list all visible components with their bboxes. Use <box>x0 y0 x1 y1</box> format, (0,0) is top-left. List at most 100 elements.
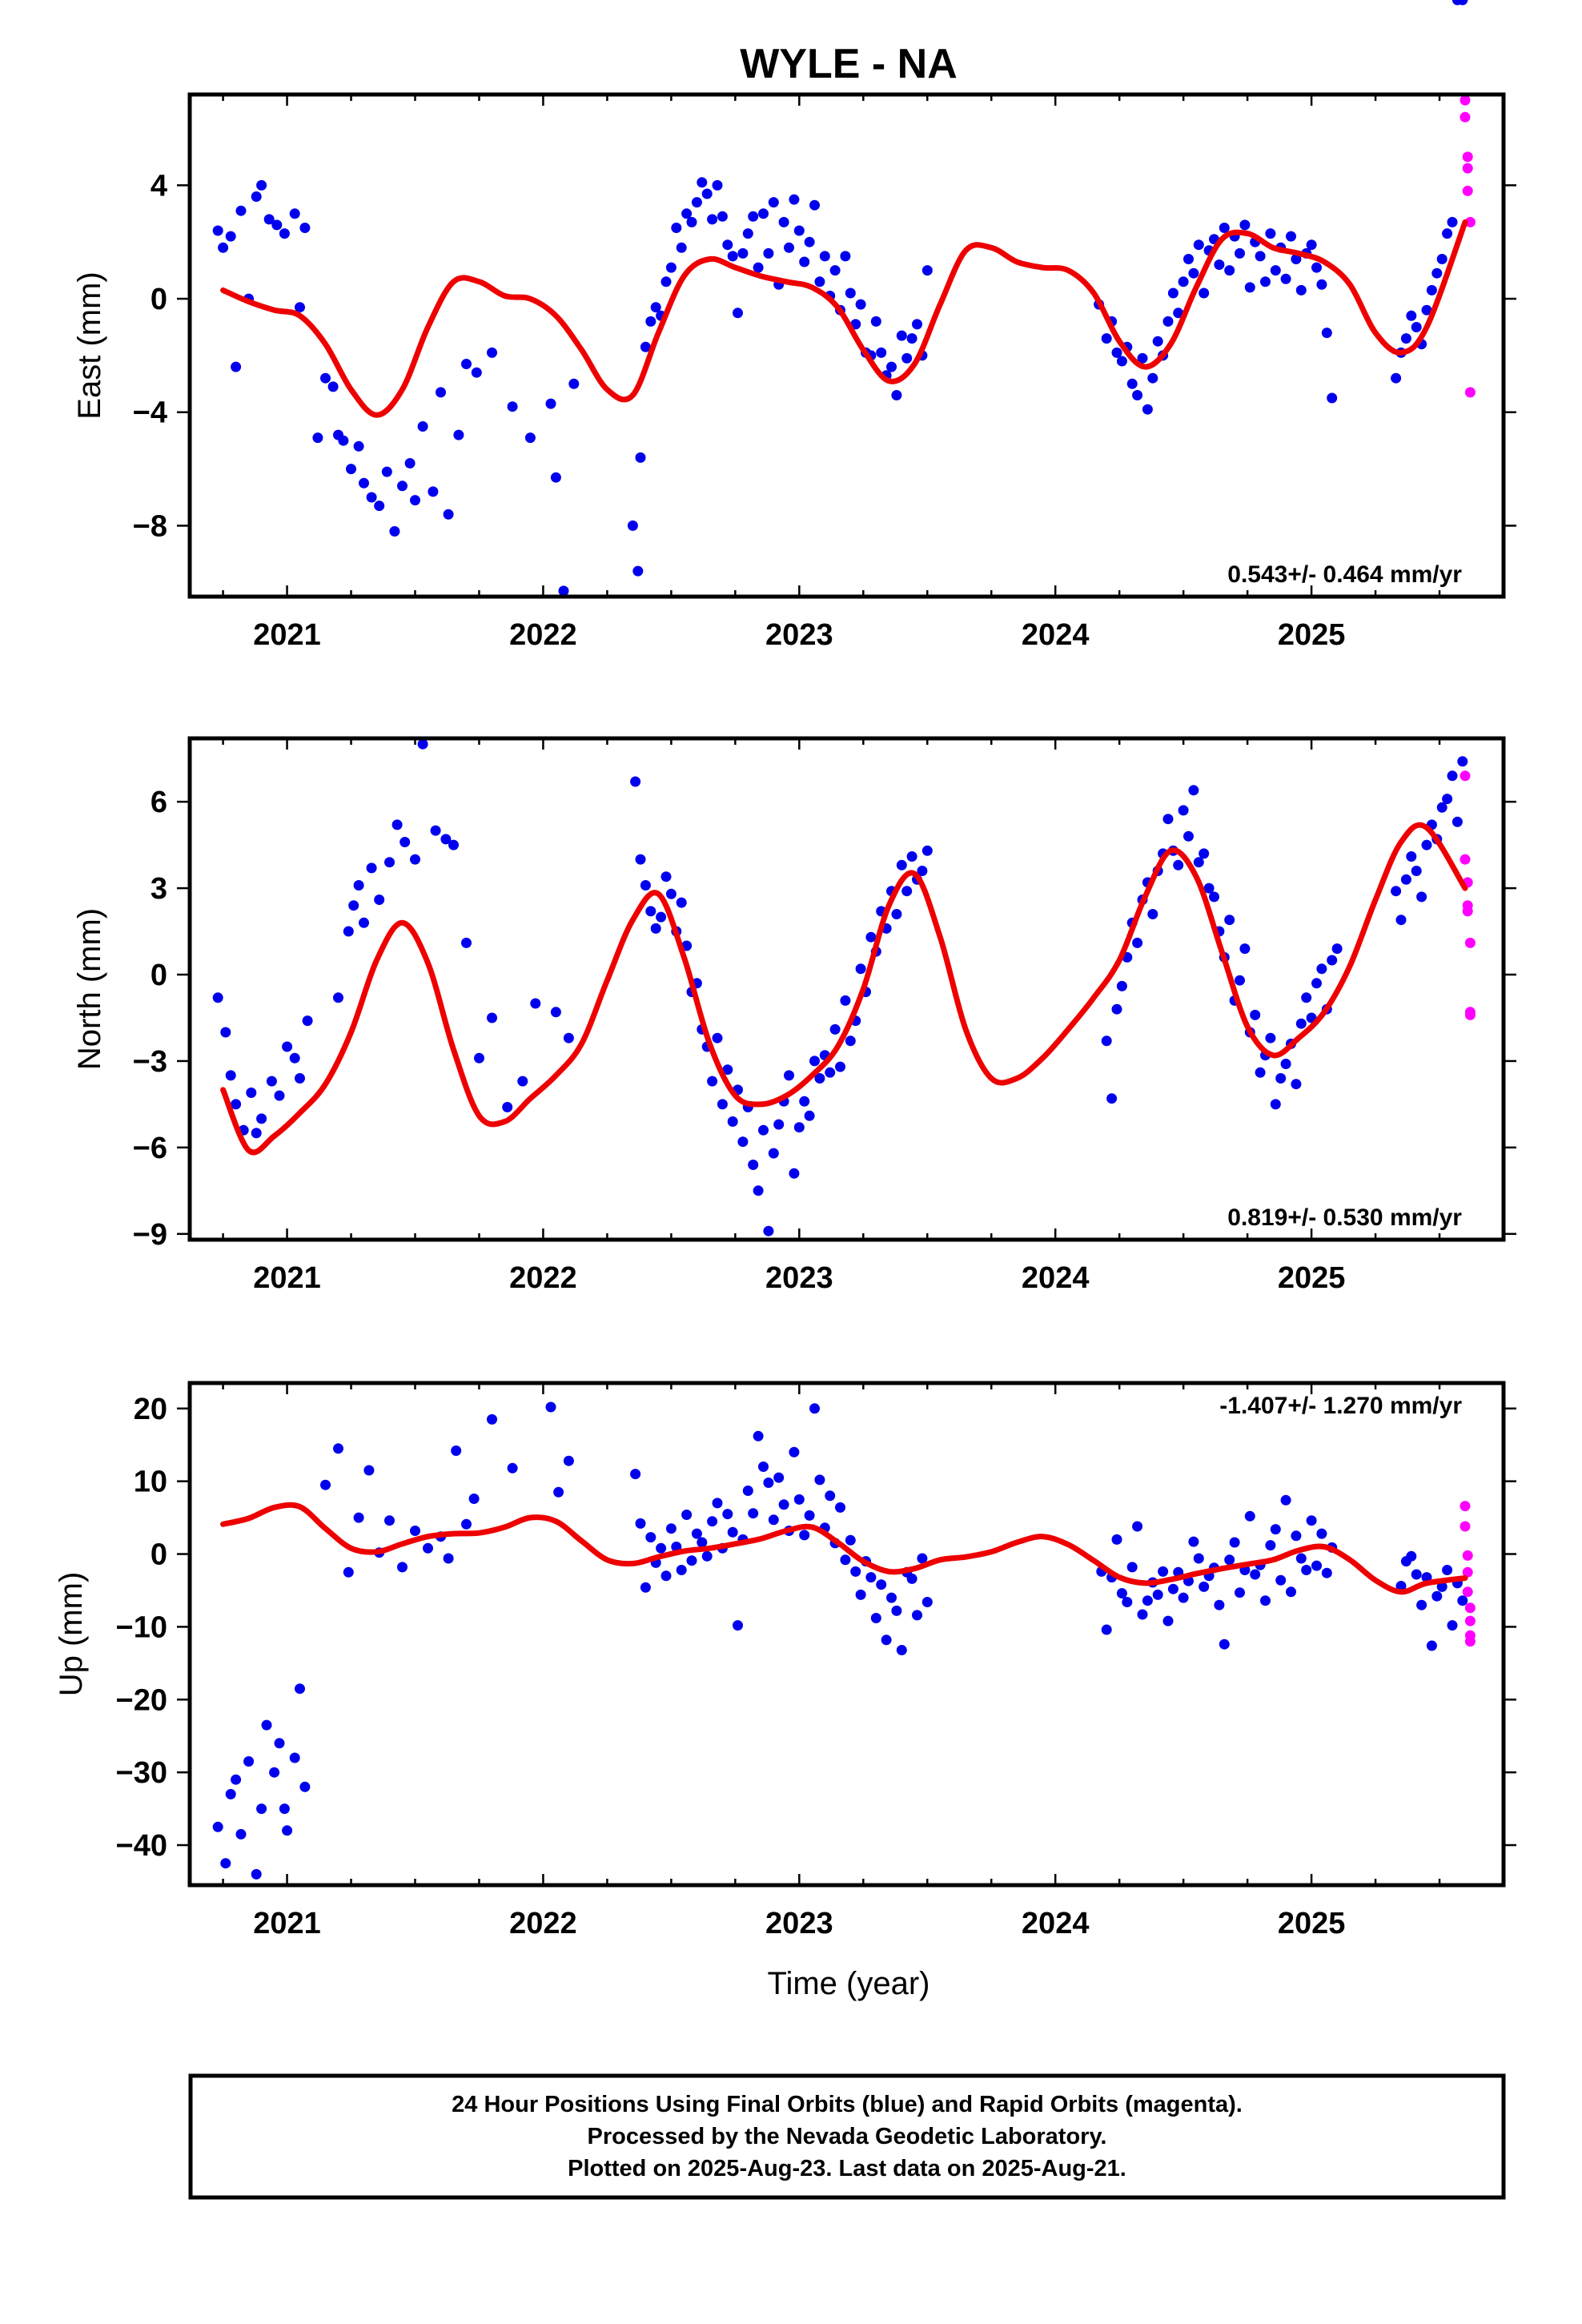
up-final-point <box>220 1858 231 1869</box>
north-final-point <box>707 1076 718 1087</box>
east-final-point <box>753 262 764 273</box>
up-final-point <box>789 1446 800 1458</box>
east-y-tick-label: 0 <box>151 283 167 316</box>
east-final-point <box>1173 308 1184 319</box>
east-final-point <box>1167 287 1178 299</box>
east-final-point <box>353 440 364 452</box>
east-final-point <box>1327 392 1338 404</box>
north-final-point <box>1436 802 1447 813</box>
up-final-point <box>1286 1586 1296 1598</box>
up-final-point <box>1447 1620 1458 1631</box>
north-final-point <box>1411 866 1422 876</box>
up-final-point <box>793 1494 805 1505</box>
east-final-point <box>295 302 305 313</box>
east-final-point <box>691 197 702 208</box>
east-final-point <box>891 390 902 400</box>
north-final-point <box>1400 874 1411 885</box>
east-final-point <box>906 333 917 344</box>
east-final-point <box>896 330 907 341</box>
north-final-point <box>722 1064 733 1076</box>
east-final-point <box>1255 251 1266 262</box>
east-final-point <box>1162 316 1174 327</box>
east-rapid-point <box>1462 151 1473 163</box>
up-final-point <box>1291 1530 1302 1542</box>
north-final-point <box>753 1185 764 1196</box>
east-fit-curve <box>220 219 1468 418</box>
east-final-point <box>453 429 464 440</box>
east-final-point <box>650 302 661 313</box>
north-final-point <box>348 900 359 911</box>
up-y-tick-label: −20 <box>116 1683 167 1717</box>
up-final-point <box>295 1683 305 1695</box>
east-final-point <box>912 319 922 330</box>
up-final-point <box>251 1868 262 1880</box>
north-final-point <box>896 859 907 870</box>
north-rapid-point <box>1462 906 1473 917</box>
up-final-point <box>1158 1566 1169 1577</box>
north-final-point <box>640 880 651 891</box>
up-final-point <box>1275 1574 1287 1586</box>
north-final-point <box>225 1070 236 1081</box>
east-final-point <box>701 188 713 199</box>
east-final-point <box>212 225 223 236</box>
north-y-tick-label: 0 <box>151 959 167 992</box>
east-final-point <box>1442 228 1453 239</box>
north-final-point <box>665 888 677 899</box>
north-final-point <box>430 825 441 836</box>
up-final-point <box>410 1526 420 1536</box>
up-final-point <box>1411 1569 1422 1580</box>
up-final-point <box>773 1472 785 1483</box>
up-final-point <box>825 1490 836 1502</box>
north-final-point <box>1173 859 1184 870</box>
north-final-point <box>768 1148 779 1159</box>
up-final-point <box>845 1534 856 1546</box>
up-rapid-point <box>1464 1636 1476 1647</box>
east-final-point <box>804 236 815 247</box>
north-final-point <box>1239 943 1251 955</box>
up-y-tick-label: −40 <box>116 1829 167 1863</box>
up-final-point <box>553 1486 564 1498</box>
north-final-point <box>374 895 385 905</box>
north-final-point <box>717 1099 728 1110</box>
north-final-point <box>1111 1003 1122 1015</box>
up-rate-label: -1.407+/- 1.270 mm/yr <box>1219 1393 1462 1419</box>
up-final-point <box>676 1565 687 1575</box>
up-final-point <box>261 1719 272 1731</box>
north-final-point <box>1250 1009 1261 1020</box>
north-final-point <box>266 1076 277 1087</box>
east-final-point <box>1426 284 1437 296</box>
east-final-point <box>707 214 718 225</box>
north-final-point <box>550 1007 561 1018</box>
up-final-point <box>640 1582 651 1593</box>
north-final-point <box>1442 794 1453 805</box>
up-final-point <box>697 1537 708 1548</box>
up-final-point <box>1152 1589 1163 1600</box>
east-final-point <box>758 208 769 219</box>
up-final-point <box>1167 1583 1178 1594</box>
east-final-point <box>737 247 749 259</box>
north-final-point <box>251 1128 262 1139</box>
up-final-point <box>1199 1581 1210 1592</box>
east-final-point <box>389 526 400 537</box>
north-final-point <box>758 1124 769 1136</box>
up-y-tick-label: −10 <box>116 1610 167 1644</box>
north-x-tick-label: 2022 <box>509 1261 577 1295</box>
east-final-point <box>671 223 682 233</box>
north-final-point <box>333 992 343 1003</box>
east-x-tick-label: 2024 <box>1022 618 1090 652</box>
east-final-point <box>346 464 356 475</box>
up-final-point <box>423 1542 433 1554</box>
east-final-point <box>1447 216 1458 227</box>
north-final-point <box>650 923 661 934</box>
north-final-point <box>289 1052 300 1063</box>
up-final-point <box>1132 1521 1143 1532</box>
up-final-point <box>1270 1524 1281 1535</box>
east-final-point <box>1147 372 1158 384</box>
east-final-point <box>366 492 377 503</box>
east-rapid-point <box>1462 185 1473 196</box>
up-y-tick-label: −30 <box>116 1756 167 1790</box>
north-final-point <box>829 1023 841 1035</box>
up-final-point <box>763 1478 774 1488</box>
north-final-point <box>855 963 866 975</box>
north-x-tick-label: 2025 <box>1278 1261 1346 1295</box>
